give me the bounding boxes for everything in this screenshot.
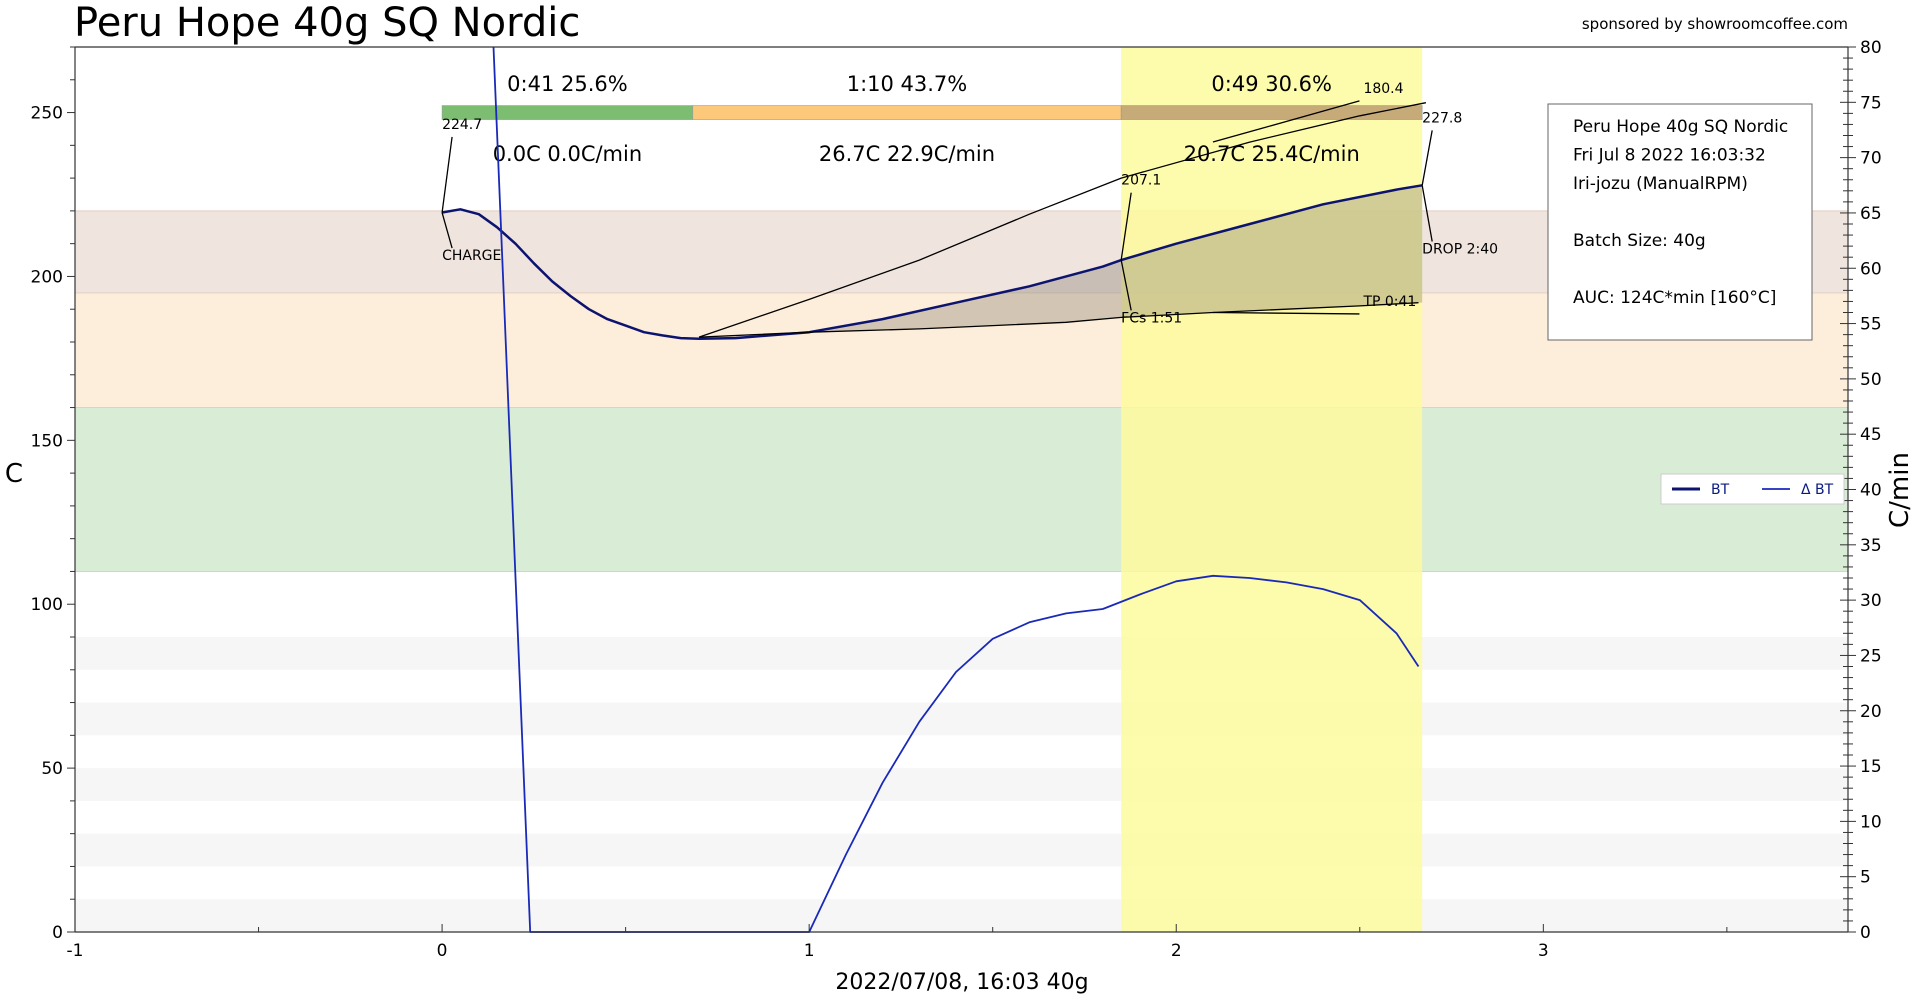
x-tick-label: 1: [804, 941, 815, 961]
band-5: [75, 768, 1848, 801]
y2-tick-label: 60: [1860, 259, 1882, 279]
annotation-leader-0: [441, 136, 453, 213]
series-lines: [441, 46, 1427, 933]
annotation-label-6: 180.4: [1363, 81, 1403, 97]
annotation-leader-3: [1120, 259, 1132, 311]
y-tick-label: 200: [31, 267, 63, 287]
annotation-leader-1: [441, 212, 453, 249]
annotation-leader-6: [1212, 100, 1360, 143]
info-box-line-4: Batch Size: 40g: [1573, 231, 1706, 251]
x-tick-label: -1: [67, 941, 84, 961]
phase-rise-1: 26.7C 22.9C/min: [819, 142, 995, 166]
band-4: [75, 702, 1848, 736]
annotation-label-0: 224.7: [442, 117, 482, 133]
y2-tick-label: 75: [1860, 93, 1882, 113]
annotation-leader-2: [1120, 192, 1132, 261]
y-axis-label: C: [5, 459, 23, 489]
legend-label-bt: BT: [1711, 482, 1730, 498]
y2-tick-label: 55: [1860, 315, 1882, 335]
series-line-2: [698, 102, 1427, 338]
x-tick-label: 3: [1538, 941, 1549, 961]
annotation-label-5: DROP 2:40: [1422, 242, 1498, 258]
phase-time-2: 0:49 30.6%: [1211, 72, 1332, 96]
annotation-label-3: FCs 1:51: [1121, 310, 1182, 326]
annotation-leader-5: [1421, 185, 1433, 242]
y2-tick-label: 80: [1860, 38, 1882, 58]
y2-tick-label: 30: [1860, 591, 1882, 611]
y2-tick-label: 40: [1860, 481, 1882, 501]
phase-bar: [441, 105, 1423, 120]
shaded-area: [699, 185, 1423, 339]
y2-tick-label: 0: [1860, 923, 1871, 943]
info-box-line-2: Iri-jozu (ManualRPM): [1573, 174, 1748, 194]
y2-tick-label: 50: [1860, 370, 1882, 390]
y-ticks: 0 50 100 150 200 250: [31, 46, 75, 943]
chart-title: Peru Hope 40g SQ Nordic: [74, 0, 580, 46]
x-tick-label: 0: [437, 941, 448, 961]
legend-label-delta-bt: Δ BT: [1801, 482, 1834, 498]
y-tick-label: 100: [31, 595, 63, 615]
development-highlight: [1121, 47, 1423, 932]
series-line-bt: [441, 184, 1423, 340]
annotation-leader-7: [1212, 311, 1360, 315]
annotation-label-4: 227.8: [1422, 110, 1462, 126]
phase-segment-1: [692, 105, 1122, 120]
band-2: [75, 407, 1848, 572]
phase-rise-2: 20.7C 25.4C/min: [1184, 142, 1360, 166]
annotation-label-7: TP 0:41: [1362, 294, 1416, 310]
y-tick-label: 150: [31, 431, 63, 451]
y-tick-label: 250: [31, 104, 63, 124]
y-tick-label: 50: [41, 759, 63, 779]
phase-time-0: 0:41 25.6%: [507, 72, 628, 96]
annotation-leader-4: [1421, 130, 1433, 186]
bt-envelope-area: [699, 185, 1423, 339]
y2-tick-label: 45: [1860, 425, 1882, 445]
info-box-line-6: AUC: 124C*min [160°C]: [1573, 288, 1776, 308]
y2-tick-label: 5: [1860, 868, 1871, 888]
phase-time-1: 1:10 43.7%: [847, 72, 968, 96]
series-line-bt: [492, 46, 1420, 933]
y2-tick-label: 70: [1860, 149, 1882, 169]
x-axis-label: 2022/07/08, 16:03 40g: [835, 970, 1088, 995]
x-tick-label: 2: [1171, 941, 1182, 961]
info-box-line-1: Fri Jul 8 2022 16:03:32: [1573, 146, 1766, 166]
y2-tick-label: 25: [1860, 646, 1882, 666]
y-tick-label: 0: [52, 923, 63, 943]
series-line-3: [698, 302, 1419, 338]
annotations: 224.7 CHARGE 207.1 FCs 1:51 227.8 DROP 2:40 18…: [441, 81, 1498, 326]
phase-labels: 0:41 25.6% 0.0C 0.0C/min 1:10 43.7% 26.7C 2…: [493, 72, 1360, 166]
phase-segment-2: [1120, 105, 1423, 120]
y2-tick-label: 15: [1860, 757, 1882, 777]
y2-ticks: 0 5 10 15 20 25 30 35 40 45 50 55 60 65 70 75 80: [1840, 38, 1882, 943]
phase-rise-0: 0.0C 0.0C/min: [493, 142, 642, 166]
annotation-label-2: 207.1: [1121, 173, 1161, 189]
sponsor-text: sponsored by showroomcoffee.com: [1582, 15, 1848, 33]
annotation-label-1: CHARGE: [442, 248, 501, 264]
legend: BT Δ BT: [1660, 473, 1845, 505]
development-zone: [1121, 47, 1423, 932]
y2-tick-label: 35: [1860, 536, 1882, 556]
y2-axis-label: C/min: [1885, 452, 1915, 528]
info-box-line-0: Peru Hope 40g SQ Nordic: [1573, 117, 1788, 137]
info-box: Peru Hope 40g SQ Nordic Fri Jul 8 2022 16…: [1547, 103, 1813, 341]
info-box-frame: [1547, 103, 1813, 341]
y2-tick-label: 10: [1860, 812, 1882, 832]
y2-tick-label: 65: [1860, 204, 1882, 224]
band-3: [75, 637, 1848, 670]
x-ticks: -1 0 1 2 3: [67, 924, 1728, 961]
y2-tick-label: 20: [1860, 702, 1882, 722]
band-6: [75, 833, 1848, 867]
band-7: [75, 899, 1848, 932]
